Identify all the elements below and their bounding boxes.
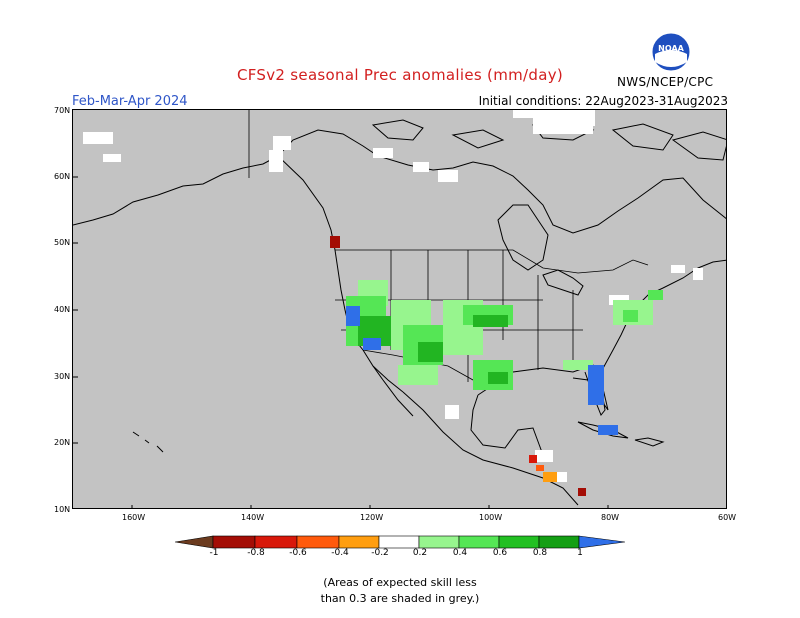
colorbar-segment — [538, 535, 580, 549]
skill-note: (Areas of expected skill less than 0.3 a… — [0, 575, 800, 607]
lon-label-100w: 100W — [479, 513, 503, 522]
logo-text: NOAA — [658, 44, 684, 53]
map-title: CFSv2 seasonal Prec anomalies (mm/day) — [236, 66, 564, 84]
grid-ticks — [73, 176, 609, 508]
skill-note-line-2: than 0.3 are shaded in grey.) — [320, 592, 480, 605]
colorbar-label: -1 — [209, 548, 219, 558]
colorbar-label: 0.2 — [412, 548, 428, 558]
dry-anomaly-areas — [330, 236, 586, 496]
colorbar-label: 0.6 — [492, 548, 508, 558]
colorbar-label: -0.8 — [247, 548, 265, 558]
colorbar-label: -0.6 — [289, 548, 307, 558]
colorbar — [175, 535, 625, 549]
colorbar-segment — [254, 535, 298, 549]
colorbar-label: 0.8 — [532, 548, 548, 558]
skill-note-line-1: (Areas of expected skill less — [323, 576, 477, 589]
colorbar-segment — [296, 535, 340, 549]
lat-label-60: 60N — [54, 172, 71, 181]
lon-label-60w: 60W — [718, 513, 737, 522]
strong-wet-areas — [346, 306, 618, 435]
colorbar-segment — [498, 535, 540, 549]
agency-label: NWS/NCEP/CPC — [617, 75, 714, 89]
lon-label-160w: 160W — [122, 513, 146, 522]
lon-label-80w: 80W — [601, 513, 620, 522]
colorbar-arrow-left — [175, 535, 214, 549]
lat-label-50: 50N — [54, 238, 71, 247]
colorbar-label: -0.2 — [371, 548, 389, 558]
lat-label-30: 30N — [54, 372, 71, 381]
wet-anomaly-areas — [346, 280, 663, 390]
colorbar-segment — [418, 535, 460, 549]
lat-label-10: 10N — [54, 505, 71, 514]
lat-label-70: 70N — [54, 106, 71, 115]
low-skill-areas — [83, 110, 703, 482]
colorbar-label: -0.4 — [331, 548, 349, 558]
lat-label-40: 40N — [54, 305, 71, 314]
colorbar-segment — [378, 535, 420, 549]
map-svg — [73, 110, 726, 508]
lat-label-20: 20N — [54, 438, 71, 447]
colorbar-label: 0.4 — [452, 548, 468, 558]
colorbar-segment — [458, 535, 500, 549]
season-label: Feb-Mar-Apr 2024 — [72, 94, 188, 109]
lon-label-120w: 120W — [360, 513, 384, 522]
colorbar-segment — [338, 535, 380, 549]
colorbar-arrow-right — [578, 535, 625, 549]
colorbar-label: 1 — [577, 548, 583, 558]
colorbar-segment — [212, 535, 256, 549]
lon-label-140w: 140W — [241, 513, 265, 522]
map-panel — [72, 109, 727, 509]
noaa-logo: NOAA — [651, 32, 691, 72]
initial-conditions-label: Initial conditions: 22Aug2023-31Aug2023 — [478, 94, 728, 108]
